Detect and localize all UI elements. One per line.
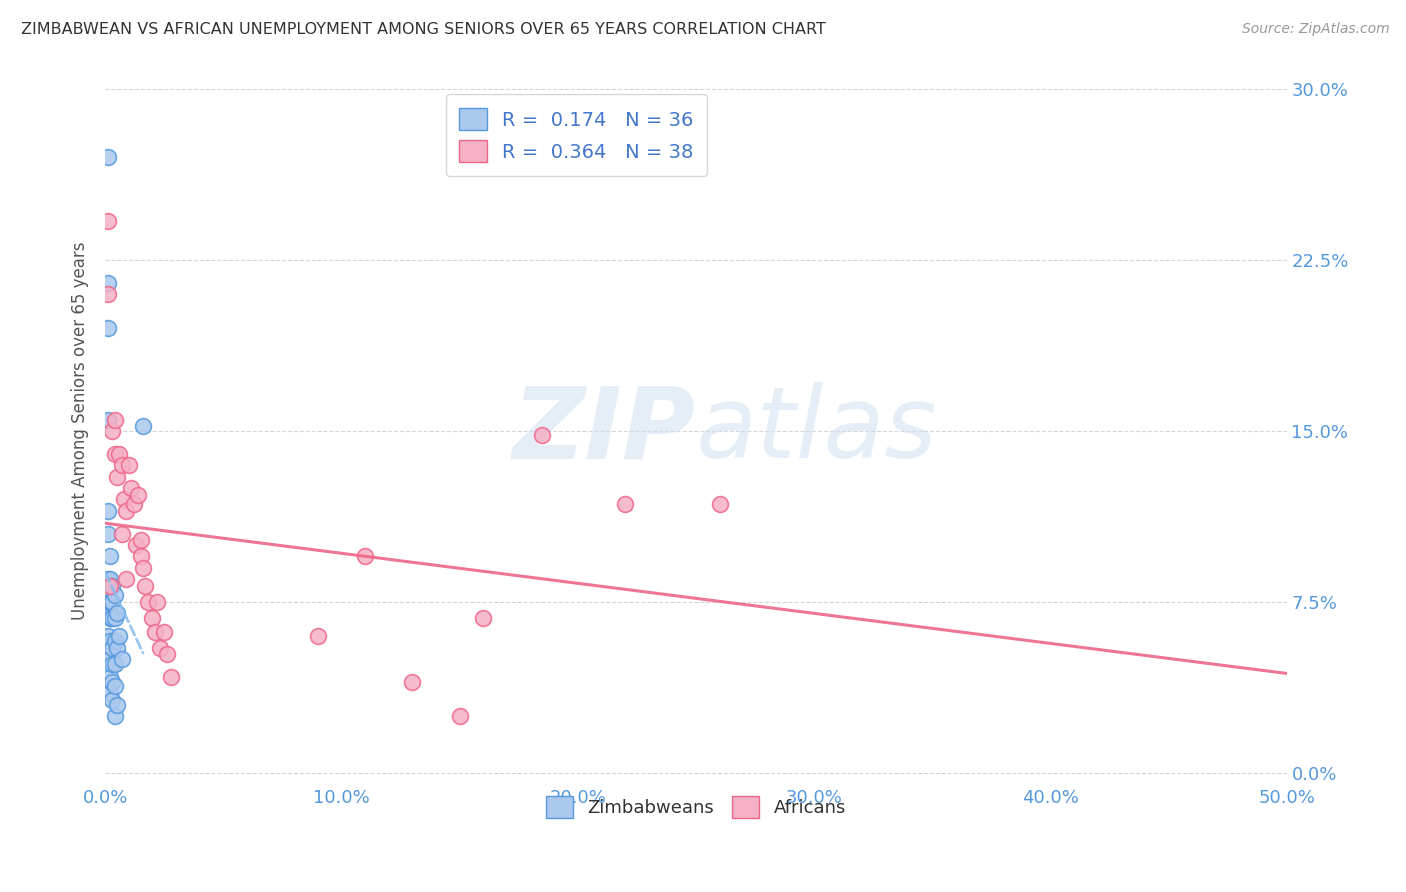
Point <box>132 561 155 575</box>
Point <box>112 492 135 507</box>
Point <box>132 419 155 434</box>
Point <box>354 549 377 564</box>
Point <box>115 504 138 518</box>
Point <box>104 611 127 625</box>
Point <box>125 538 148 552</box>
Point <box>111 526 134 541</box>
Point <box>101 674 124 689</box>
Point <box>97 214 120 228</box>
Point <box>97 150 120 164</box>
Point <box>120 481 142 495</box>
Point <box>129 533 152 548</box>
Point <box>709 497 731 511</box>
Point <box>105 469 128 483</box>
Point <box>104 412 127 426</box>
Point <box>449 709 471 723</box>
Point <box>127 488 149 502</box>
Point <box>104 709 127 723</box>
Point <box>105 698 128 712</box>
Point <box>104 588 127 602</box>
Point <box>122 497 145 511</box>
Point <box>104 657 127 671</box>
Point <box>97 276 120 290</box>
Point <box>104 633 127 648</box>
Point <box>101 657 124 671</box>
Point <box>104 447 127 461</box>
Point <box>153 624 176 639</box>
Point <box>97 526 120 541</box>
Point <box>134 579 156 593</box>
Point <box>104 679 127 693</box>
Point <box>98 595 121 609</box>
Point <box>614 497 637 511</box>
Point <box>118 458 141 472</box>
Point <box>108 629 131 643</box>
Point <box>98 670 121 684</box>
Point <box>98 652 121 666</box>
Point <box>531 428 554 442</box>
Point <box>143 624 166 639</box>
Point <box>97 595 120 609</box>
Point <box>97 321 120 335</box>
Point <box>129 549 152 564</box>
Point <box>148 640 170 655</box>
Point <box>98 611 121 625</box>
Point <box>136 595 159 609</box>
Point <box>108 447 131 461</box>
Point <box>105 607 128 621</box>
Text: ZIP: ZIP <box>513 383 696 479</box>
Point <box>307 629 329 643</box>
Point <box>472 611 495 625</box>
Point <box>101 640 124 655</box>
Y-axis label: Unemployment Among Seniors over 65 years: Unemployment Among Seniors over 65 years <box>72 242 89 620</box>
Point <box>98 549 121 564</box>
Text: atlas: atlas <box>696 383 938 479</box>
Point <box>156 648 179 662</box>
Point <box>98 579 121 593</box>
Point <box>111 652 134 666</box>
Point <box>101 424 124 438</box>
Point <box>141 611 163 625</box>
Point <box>101 579 124 593</box>
Point <box>401 674 423 689</box>
Point <box>101 611 124 625</box>
Point <box>97 629 120 643</box>
Point <box>111 458 134 472</box>
Point <box>97 572 120 586</box>
Point <box>97 504 120 518</box>
Point <box>97 412 120 426</box>
Point <box>98 633 121 648</box>
Point <box>101 595 124 609</box>
Point <box>97 287 120 301</box>
Point <box>146 595 169 609</box>
Point <box>98 572 121 586</box>
Legend: Zimbabweans, Africans: Zimbabweans, Africans <box>538 789 853 825</box>
Text: ZIMBABWEAN VS AFRICAN UNEMPLOYMENT AMONG SENIORS OVER 65 YEARS CORRELATION CHART: ZIMBABWEAN VS AFRICAN UNEMPLOYMENT AMONG… <box>21 22 825 37</box>
Point <box>101 693 124 707</box>
Point <box>115 572 138 586</box>
Point <box>105 640 128 655</box>
Point <box>160 670 183 684</box>
Point <box>98 686 121 700</box>
Text: Source: ZipAtlas.com: Source: ZipAtlas.com <box>1241 22 1389 37</box>
